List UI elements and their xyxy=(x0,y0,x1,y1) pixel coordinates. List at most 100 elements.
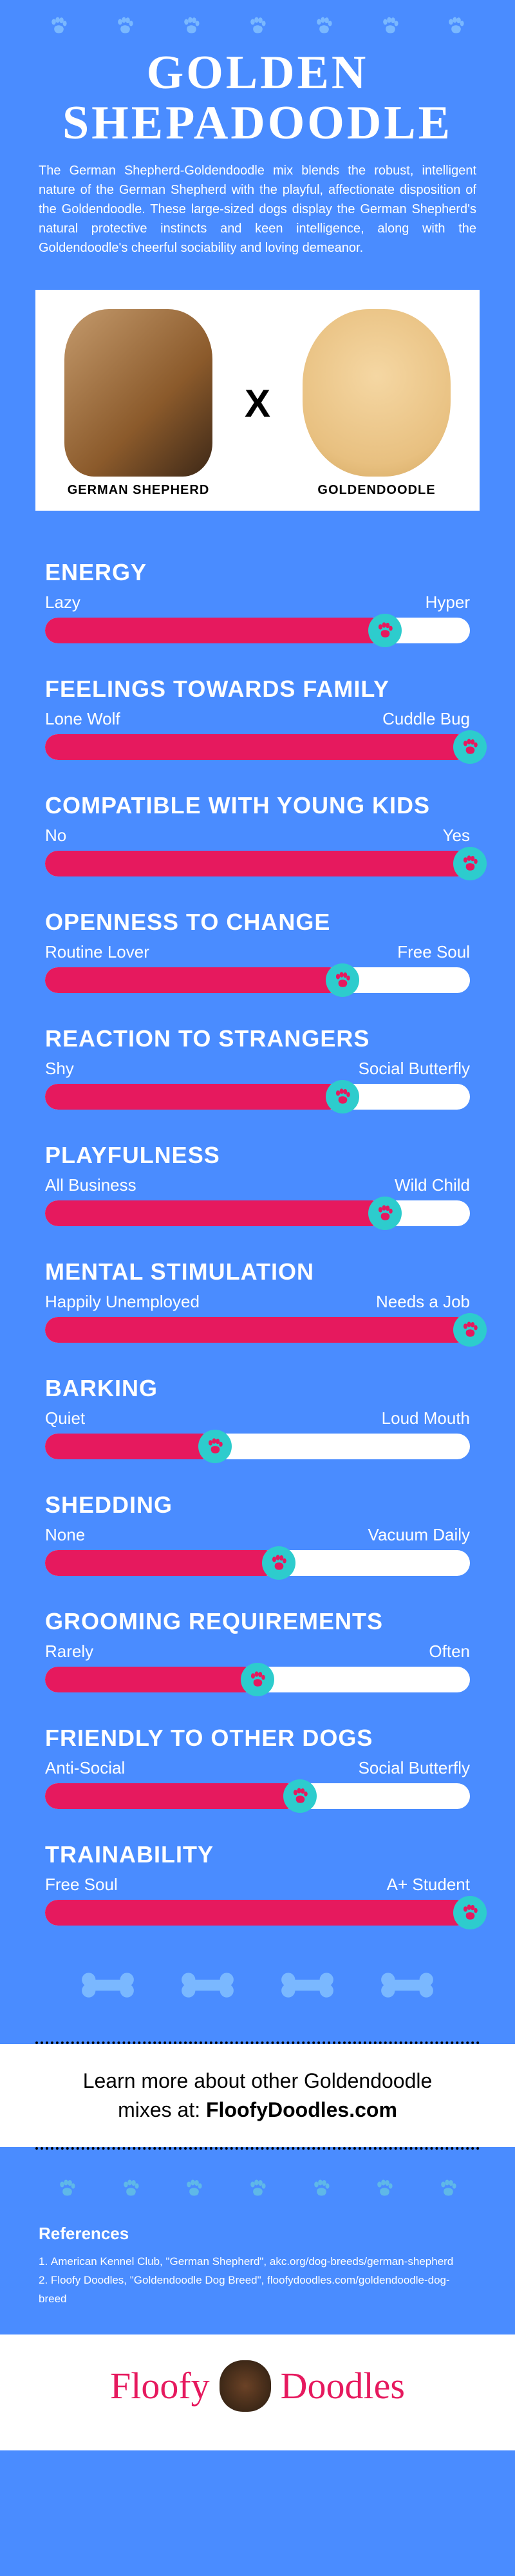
trait-fill xyxy=(45,851,470,876)
trait-fill xyxy=(45,1550,279,1576)
trait-labels: Happily Unemployed Needs a Job xyxy=(45,1292,470,1312)
trait-marker xyxy=(326,963,359,997)
trait-fill xyxy=(45,1084,342,1110)
trait-low-label: Rarely xyxy=(45,1642,93,1662)
trait-high-label: Wild Child xyxy=(395,1175,470,1195)
trait-high-label: Free Soul xyxy=(397,942,470,962)
trait-name: FEELINGS TOWARDS FAMILY xyxy=(45,676,470,703)
trait-low-label: Free Soul xyxy=(45,1875,118,1895)
trait-labels: Routine Lover Free Soul xyxy=(45,942,470,962)
trait-bar xyxy=(45,1667,470,1692)
trait-bar xyxy=(45,1434,470,1459)
trait-fill xyxy=(45,1783,300,1809)
bone-icon xyxy=(380,1967,435,2003)
trait-row: FEELINGS TOWARDS FAMILY Lone Wolf Cuddle… xyxy=(0,659,515,776)
paw-icon xyxy=(115,16,135,35)
trait-labels: Free Soul A+ Student xyxy=(45,1875,470,1895)
breed-left: GERMAN SHEPHERD xyxy=(64,309,212,498)
trait-name: OPENNESS TO CHANGE xyxy=(45,909,470,936)
trait-row: BARKING Quiet Loud Mouth xyxy=(0,1359,515,1475)
trait-marker xyxy=(453,847,487,880)
bone-decorations xyxy=(0,1942,515,2041)
trait-low-label: Routine Lover xyxy=(45,942,149,962)
trait-marker xyxy=(368,1197,402,1230)
trait-marker xyxy=(241,1663,274,1696)
logo-word1: Floofy xyxy=(110,2364,210,2407)
trait-fill xyxy=(45,618,385,643)
paw-icon xyxy=(248,2179,267,2198)
reference-item: American Kennel Club, "German Shepherd",… xyxy=(39,2253,476,2271)
trait-bar xyxy=(45,1200,470,1226)
paw-icon xyxy=(49,16,68,35)
paw-icon xyxy=(333,1088,351,1106)
trait-row: MENTAL STIMULATION Happily Unemployed Ne… xyxy=(0,1242,515,1359)
trait-fill xyxy=(45,1200,385,1226)
paw-icon xyxy=(206,1437,224,1455)
trait-marker xyxy=(368,614,402,647)
trait-marker xyxy=(262,1546,295,1580)
trait-fill xyxy=(45,967,342,993)
learn-more-box: Learn more about other Goldendoodle mixe… xyxy=(0,2044,515,2147)
paw-icon xyxy=(461,1321,479,1339)
trait-low-label: Anti-Social xyxy=(45,1758,125,1778)
trait-labels: Shy Social Butterfly xyxy=(45,1059,470,1079)
trait-bar xyxy=(45,618,470,643)
trait-name: TRAINABILITY xyxy=(45,1841,470,1868)
trait-labels: None Vacuum Daily xyxy=(45,1525,470,1545)
trait-fill xyxy=(45,1667,258,1692)
references-list: American Kennel Club, "German Shepherd",… xyxy=(39,2253,476,2309)
trait-high-label: Often xyxy=(429,1642,470,1662)
paw-icon xyxy=(291,1787,309,1805)
trait-labels: Lone Wolf Cuddle Bug xyxy=(45,709,470,729)
breed-description: The German Shepherd-Goldendoodle mix ble… xyxy=(0,161,515,277)
trait-row: ENERGY Lazy Hyper xyxy=(0,543,515,659)
paw-icon xyxy=(333,971,351,989)
trait-labels: Lazy Hyper xyxy=(45,592,470,612)
trait-high-label: Vacuum Daily xyxy=(368,1525,470,1545)
trait-low-label: Quiet xyxy=(45,1408,85,1428)
trait-row: SHEDDING None Vacuum Daily xyxy=(0,1475,515,1592)
trait-high-label: Yes xyxy=(443,826,470,846)
paw-icon xyxy=(57,2179,77,2198)
paw-icon xyxy=(248,1671,267,1689)
trait-labels: Quiet Loud Mouth xyxy=(45,1408,470,1428)
cross-icon: X xyxy=(245,381,270,426)
bone-icon xyxy=(280,1967,335,2003)
trait-labels: No Yes xyxy=(45,826,470,846)
trait-bar xyxy=(45,851,470,876)
trait-low-label: All Business xyxy=(45,1175,136,1195)
trait-row: FRIENDLY TO OTHER DOGS Anti-Social Socia… xyxy=(0,1709,515,1825)
paw-icon xyxy=(182,16,201,35)
trait-bar xyxy=(45,1900,470,1926)
trait-fill xyxy=(45,734,470,760)
paw-icon xyxy=(314,16,333,35)
top-paw-decorations xyxy=(0,0,515,42)
trait-low-label: Lone Wolf xyxy=(45,709,120,729)
paw-icon xyxy=(248,16,267,35)
logo: Floofy Doodles xyxy=(0,2334,515,2450)
trait-row: TRAINABILITY Free Soul A+ Student xyxy=(0,1825,515,1942)
breed-mix-box: GERMAN SHEPHERD X GOLDENDOODLE xyxy=(35,290,480,511)
trait-high-label: Social Butterfly xyxy=(359,1758,470,1778)
bottom-paw-decorations xyxy=(0,2150,515,2217)
trait-marker xyxy=(283,1779,317,1813)
trait-high-label: Needs a Job xyxy=(376,1292,470,1312)
trait-low-label: No xyxy=(45,826,66,846)
trait-bar xyxy=(45,1317,470,1343)
paw-icon xyxy=(461,855,479,873)
trait-row: PLAYFULNESS All Business Wild Child xyxy=(0,1126,515,1242)
trait-low-label: None xyxy=(45,1525,85,1545)
trait-fill xyxy=(45,1900,470,1926)
paw-icon xyxy=(312,2179,331,2198)
bone-icon xyxy=(80,1967,135,2003)
trait-marker xyxy=(326,1080,359,1113)
trait-marker xyxy=(453,1313,487,1347)
trait-name: COMPATIBLE WITH YOUNG KIDS xyxy=(45,792,470,819)
references-title: References xyxy=(39,2224,476,2244)
infographic-container: GOLDEN SHEPADOODLE The German Shepherd-G… xyxy=(0,0,515,2450)
trait-name: SHEDDING xyxy=(45,1492,470,1519)
trait-marker xyxy=(453,1896,487,1929)
reference-item: Floofy Doodles, "Goldendoodle Dog Breed"… xyxy=(39,2271,476,2309)
learn-more-line1: Learn more about other Goldendoodle xyxy=(83,2069,433,2092)
paw-icon xyxy=(375,2179,394,2198)
